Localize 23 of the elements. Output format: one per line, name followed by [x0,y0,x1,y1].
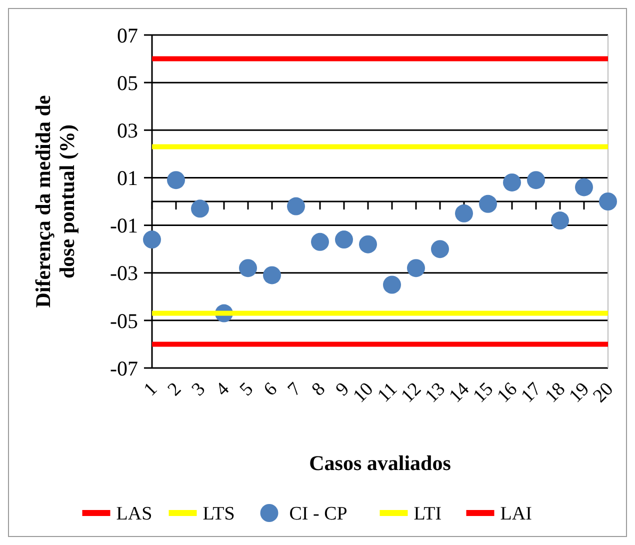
y-tick-label: 07 [117,23,138,48]
y-tick-label: -03 [110,261,138,286]
x-tick-label: 6 [260,378,282,400]
x-tick-label: 8 [308,378,330,400]
x-tick-label: 1 [140,378,162,400]
x-tick-label: 2 [164,378,186,400]
y-tick-label: -07 [110,356,138,380]
y-tick-label: 05 [117,70,138,95]
legend-label: LTI [414,504,442,525]
legend-label: CI - CP [289,504,348,525]
x-tick-label: 3 [188,378,210,400]
x-tick-label: 4 [212,378,234,400]
x-tick-label: 7 [284,378,306,400]
y-tick-label: 03 [117,118,138,142]
y-tick-label: 01 [117,166,138,190]
y-tick-label: -01 [110,214,138,238]
y-axis-title: Diferença da medida de dose pontual (%) [30,95,79,308]
x-tick-label: 5 [236,378,258,400]
legend-label: LAI [500,504,532,525]
x-axis-title: Casos avaliados [309,451,451,475]
legend-label: LTS [202,504,235,525]
y-tick-label: -05 [110,308,138,333]
legend-label: LAS [116,504,152,525]
